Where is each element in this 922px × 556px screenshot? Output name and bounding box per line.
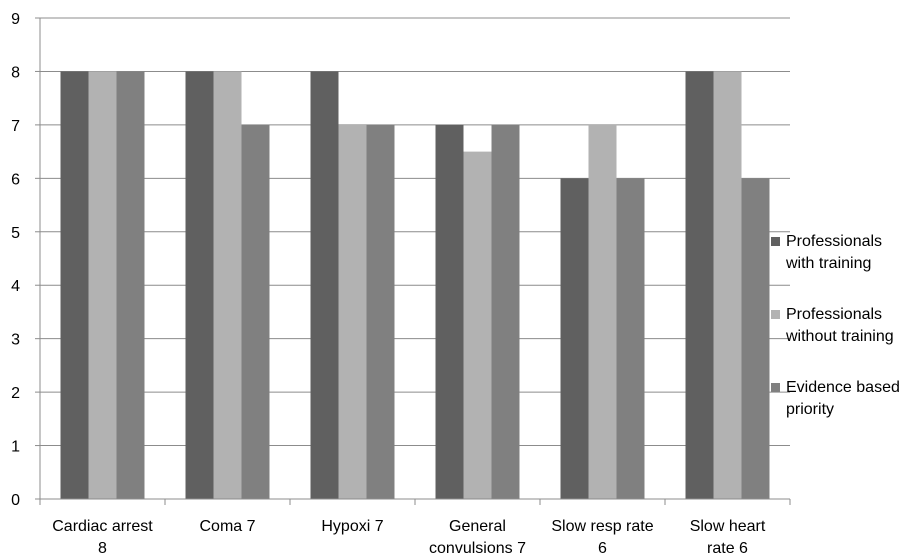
x-category-label-line: 8 — [98, 540, 107, 556]
legend-swatch — [771, 383, 780, 392]
legend-label: Professionals without training — [785, 306, 894, 345]
bar — [60, 71, 89, 499]
y-tick-label: 8 — [11, 64, 20, 81]
legend-label-line: Professionals — [786, 306, 882, 323]
x-category-label: Cardiac arrest 8 — [52, 518, 153, 556]
legend-swatch — [771, 310, 780, 319]
x-category-label-line: rate 6 — [707, 540, 748, 556]
bar — [616, 178, 645, 500]
legend-label: Professionals with training — [785, 233, 882, 272]
x-category-label: Slow resp rate 6 — [551, 518, 653, 556]
bar — [713, 71, 742, 499]
y-tick-label: 5 — [11, 225, 20, 242]
bar — [560, 178, 589, 500]
bar — [241, 124, 270, 499]
legend-label: Evidence based priority — [786, 379, 900, 418]
y-tick-label: 4 — [11, 278, 20, 295]
y-tick-label: 7 — [11, 118, 20, 135]
axes — [35, 17, 791, 505]
x-category-label-line: Hypoxi 7 — [321, 518, 383, 535]
y-tick-label: 2 — [11, 385, 20, 402]
x-axis-category-labels: Cardiac arrest 8 Coma 7 Hypoxi 7 General conv… — [52, 518, 766, 556]
y-tick-label: 6 — [11, 171, 20, 188]
bars — [60, 71, 770, 500]
y-tick-label: 1 — [11, 439, 20, 456]
bar — [338, 124, 367, 499]
y-axis-tick-labels: 0 1 2 3 4 5 6 7 8 9 — [11, 11, 20, 509]
legend-label-line: with training — [785, 255, 871, 272]
bar — [88, 71, 117, 499]
bar — [435, 124, 464, 499]
x-category-label: Slow heart rate 6 — [690, 518, 766, 556]
y-tick-label: 9 — [11, 11, 20, 28]
legend-swatch — [771, 237, 780, 246]
bar — [310, 71, 339, 499]
x-category-label-line: convulsions 7 — [429, 540, 526, 556]
bar — [185, 71, 214, 499]
legend-label-line: without training — [785, 328, 894, 345]
bar — [741, 178, 770, 500]
x-category-label: General convulsions 7 — [429, 518, 526, 556]
x-category-label: Hypoxi 7 — [321, 518, 383, 535]
x-category-label-line: Slow heart — [690, 518, 766, 535]
legend-label-line: priority — [786, 401, 834, 418]
x-category-label-line: 6 — [598, 540, 607, 556]
x-category-label: Coma 7 — [199, 518, 255, 535]
legend-label-line: Evidence based — [786, 379, 900, 396]
y-tick-label: 0 — [11, 492, 20, 509]
bar — [685, 71, 714, 499]
bar — [491, 124, 520, 499]
x-category-label-line: General — [449, 518, 506, 535]
grid-lines — [40, 17, 790, 447]
bar — [366, 124, 395, 499]
x-category-label-line: Slow resp rate — [551, 518, 653, 535]
bar — [213, 71, 242, 499]
legend: Professionals with training Professionals w… — [771, 233, 900, 418]
bar — [463, 151, 492, 499]
bar — [588, 124, 617, 499]
legend-label-line: Professionals — [786, 233, 882, 250]
x-category-label-line: Cardiac arrest — [52, 518, 153, 535]
bar — [116, 71, 145, 499]
x-category-label-line: Coma 7 — [199, 518, 255, 535]
y-tick-label: 3 — [11, 332, 20, 349]
